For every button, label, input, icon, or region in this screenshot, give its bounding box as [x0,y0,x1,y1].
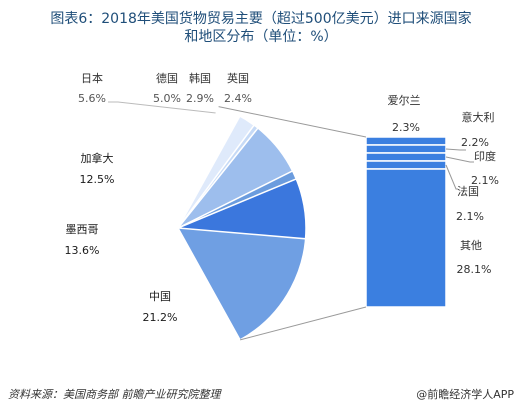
chart-title-line2: 和地区分布（单位：%） [184,29,338,45]
slice-value-7: 5.0% [153,92,181,105]
pie-of-bar-chart: 英国2.4%其他36.8%中国21.2%墨西哥13.6%加拿大12.5%日本5.… [65,71,499,341]
chart-title: 图表6：2018年美国货物贸易主要（超过500亿美元）进口来源国家 和地区分布（… [0,10,522,46]
connector-top [218,106,367,138]
bar-value-5: 28.1% [457,263,492,276]
slice-value-5: 12.5% [80,173,115,186]
footer: 资料来源：美国商务部 前瞻产业研究院整理 @前瞻经济学人APP [0,380,522,408]
bar-value-4: 2.1% [456,210,484,223]
bar-value-2: 2.2% [461,136,489,149]
bar-label-3: 印度 [474,149,496,163]
connector-bottom [239,306,367,341]
slice-label-8: 韩国 [189,71,211,85]
bar-value-1: 2.3% [392,121,420,134]
bar-segment-2 [365,144,447,154]
slice-label-7: 德国 [156,71,178,85]
slice-value-1: 2.4% [224,92,252,105]
slice-label-4: 墨西哥 [66,223,99,236]
leader-line-6 [108,101,240,117]
bar-label-4: 法国 [457,184,479,198]
slice-value-3: 21.2% [143,311,178,324]
source-note: 资料来源：美国商务部 前瞻产业研究院整理 [8,388,221,401]
bar-label-1: 爱尔兰 [388,94,421,107]
bar-segment-5 [365,168,447,308]
bar-segment-1 [365,136,447,146]
slice-value-6: 5.6% [78,92,106,105]
bar-label-5: 其他 [460,239,482,252]
bar-segment-4 [365,160,447,170]
brand-watermark: @前瞻经济学人APP [416,388,514,401]
bar-leader-4 [445,164,458,190]
slice-label-1: 英国 [227,71,249,85]
slice-label-6: 日本 [81,71,103,85]
bar-segment-3 [365,152,447,162]
slice-label-5: 加拿大 [81,151,114,165]
bar-label-2: 意大利 [462,110,495,124]
bar-value-3: 2.1% [471,174,499,187]
slice-value-8: 2.9% [186,92,214,105]
bar-leader-3 [445,156,474,163]
slice-label-3: 中国 [149,290,171,303]
bar-leader-2 [445,148,466,151]
chart-title-line1: 图表6：2018年美国货物贸易主要（超过500亿美元）进口来源国家 [50,11,472,27]
slice-value-4: 13.6% [65,244,100,257]
